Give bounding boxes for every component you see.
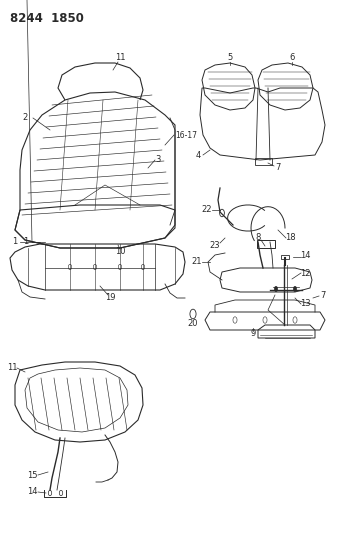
Text: 11: 11 [7,364,17,373]
Text: 5: 5 [227,53,233,62]
Text: 10: 10 [115,247,125,256]
Text: 2: 2 [22,114,28,123]
Text: 7: 7 [275,164,281,173]
Text: 1: 1 [12,238,18,246]
Text: 18: 18 [285,233,295,243]
Text: 4: 4 [195,150,201,159]
Text: 8: 8 [255,232,261,241]
Circle shape [274,286,278,292]
Text: 7: 7 [320,292,326,301]
Text: 12: 12 [300,269,310,278]
Text: 21: 21 [192,257,202,266]
Text: 11: 11 [115,53,125,62]
Circle shape [293,286,297,292]
Text: 14: 14 [27,488,37,497]
Text: 15: 15 [27,471,37,480]
Text: 14: 14 [300,252,310,261]
Text: 19: 19 [105,294,115,303]
Text: 20: 20 [188,319,198,327]
Text: 9: 9 [250,329,256,338]
Text: 1: 1 [23,238,29,246]
Text: 3: 3 [155,156,161,165]
Text: 23: 23 [210,240,220,249]
Text: 22: 22 [202,206,212,214]
Text: 8244  1850: 8244 1850 [10,12,84,25]
Text: 13: 13 [300,300,310,309]
Text: 6: 6 [289,53,295,62]
Text: 16-17: 16-17 [175,131,197,140]
